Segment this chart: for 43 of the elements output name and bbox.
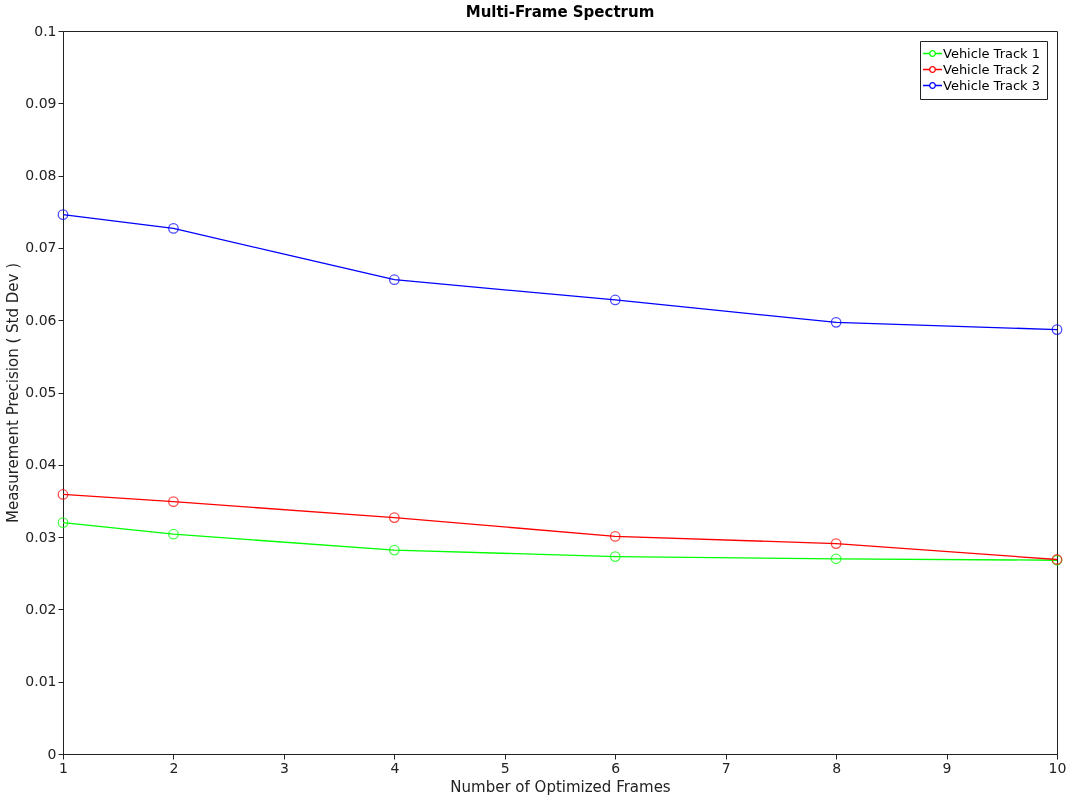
point <box>388 544 400 556</box>
point <box>830 538 842 549</box>
y-tick-label: 0.04 <box>25 456 57 473</box>
legend-label: Vehicle Track 2 <box>943 61 1041 77</box>
legend-label: Vehicle Track 3 <box>943 77 1041 93</box>
point <box>57 209 69 221</box>
point <box>168 528 179 540</box>
point <box>609 530 621 542</box>
x-tick-label: 6 <box>611 759 621 776</box>
y-tick-label: 0.1 <box>34 22 57 39</box>
y-tick-label: 0.09 <box>25 94 57 111</box>
y-axis-title: Measurement Precision ( Std Dev ) <box>4 262 23 524</box>
x-tick-label: 4 <box>390 759 400 776</box>
x-tick-label: 9 <box>942 759 952 776</box>
point <box>830 316 842 328</box>
x-tick-label: 7 <box>721 759 731 776</box>
y-tick-label: 0.07 <box>25 239 57 256</box>
point <box>609 294 621 306</box>
y-tick-label: 0.06 <box>25 311 57 328</box>
point <box>1051 324 1063 335</box>
point <box>168 496 179 508</box>
point <box>168 223 179 234</box>
x-tick-label: 2 <box>169 759 179 776</box>
x-tick-label: 5 <box>500 759 510 776</box>
y-tick-label: 0 <box>47 745 57 762</box>
chart-title: Multi-Frame Spectrum <box>465 3 655 21</box>
x-axis-title: Number of Optimized Frames <box>450 777 671 796</box>
y-tick-label: 0.05 <box>25 384 57 400</box>
y-tick-label: 0.02 <box>25 600 57 617</box>
x-tick-label: 10 <box>1048 759 1067 776</box>
point <box>388 274 400 286</box>
x-tick-label: 1 <box>59 759 68 776</box>
x-tick-label: 3 <box>279 759 289 776</box>
point <box>57 517 69 529</box>
legend-label: Vehicle Track 1 <box>943 45 1041 61</box>
y-tick-label: 0.01 <box>25 673 57 690</box>
y-tick-label: 0.03 <box>25 528 57 545</box>
point <box>57 489 69 500</box>
x-tick-label: 8 <box>832 759 842 776</box>
point <box>609 551 621 562</box>
y-tick-label: 0.08 <box>25 167 57 184</box>
point <box>830 553 842 565</box>
point <box>388 512 400 523</box>
